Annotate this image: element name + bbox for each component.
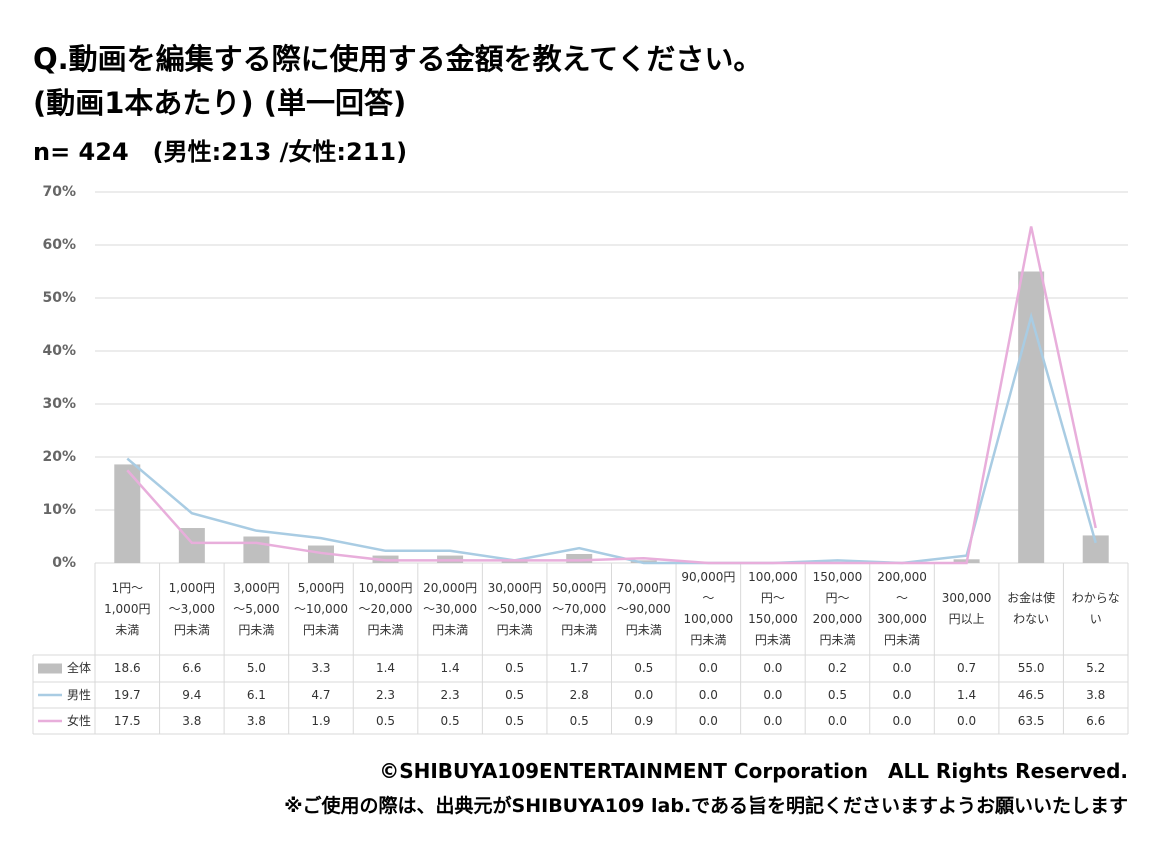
table-value: 0.5 (634, 661, 654, 675)
y-tick-label: 40% (42, 343, 76, 359)
table-value: 17.5 (113, 713, 141, 728)
category-label: 3,000円 ～5,000 円未満 (233, 580, 280, 637)
table-value: 2.8 (569, 687, 589, 702)
table-value: 5.2 (1086, 661, 1106, 675)
category-label: 20,000円 ～30,000 円未満 (423, 580, 478, 637)
table-value: 46.5 (1017, 687, 1045, 702)
legend-label: 女性 (66, 713, 91, 728)
y-tick-label: 10% (42, 502, 76, 518)
category-label: 200,000 ～ 300,000 円未満 (877, 570, 927, 647)
table-value: 0.9 (634, 713, 654, 728)
table-value: 0.0 (698, 687, 718, 702)
table-value: 0.0 (698, 661, 718, 675)
legend-swatch (38, 663, 62, 674)
table-value: 9.4 (182, 687, 202, 702)
disclaimer: ※ご使用の際は、出典元がSHIBUYA109 lab.である旨を明記くださいます… (284, 795, 1128, 817)
table-value: 6.6 (1086, 713, 1106, 728)
table-value: 0.2 (827, 661, 848, 675)
category-label: 90,000円 ～ 100,000 円未満 (681, 570, 736, 647)
legend-label: 全体 (66, 661, 91, 675)
table-value: 6.6 (182, 661, 202, 675)
copyright: ©SHIBUYA109ENTERTAINMENT Corporation ALL… (379, 759, 1128, 783)
table-value: 0.5 (569, 713, 589, 728)
category-label: 5,000円 ～10,000 円未満 (293, 580, 348, 637)
bar (630, 560, 657, 563)
table-value: 6.1 (246, 687, 266, 702)
table-value: 5.0 (246, 661, 266, 675)
table-value: 3.8 (182, 713, 202, 728)
category-label: お金は使 わない (1007, 591, 1056, 626)
table-value: 0.0 (892, 687, 912, 702)
line (126, 226, 1097, 565)
bar (243, 536, 270, 563)
table-value: 1.4 (957, 687, 977, 702)
table-value: 0.5 (505, 661, 525, 675)
table-value: 0.5 (505, 687, 525, 702)
table-value: 0.0 (957, 713, 977, 728)
table-value: 0.0 (763, 661, 783, 675)
bar (307, 545, 334, 563)
table-value: 1.4 (375, 661, 396, 675)
line (126, 311, 1097, 565)
category-label: 150,000 円～ 200,000 円未満 (812, 570, 863, 647)
category-label: 50,000円 ～70,000 円未満 (552, 580, 607, 637)
table-value: 0.0 (763, 687, 783, 702)
y-tick-label: 0% (52, 555, 76, 571)
table-value: 2.3 (440, 687, 460, 702)
table-value: 0.0 (827, 713, 848, 728)
table-value: 55.0 (1017, 661, 1045, 675)
table-value: 0.0 (892, 661, 912, 675)
sample-note: n= 424 (男性:213 /女性:211) (33, 138, 408, 166)
category-label: 10,000円 ～20,000 円未満 (358, 580, 413, 637)
table-value: 18.6 (113, 661, 141, 675)
table-value: 0.0 (763, 713, 783, 728)
y-tick-label: 20% (42, 449, 76, 465)
table-value: 2.3 (375, 687, 396, 702)
table-value: 19.7 (113, 687, 141, 702)
table-value: 3.8 (1086, 687, 1106, 702)
table-value: 0.0 (698, 713, 718, 728)
category-label: 100,000 円～ 150,000 円未満 (748, 570, 798, 647)
table-value: 3.3 (311, 661, 331, 675)
table-value: 0.7 (957, 661, 977, 675)
table-value: 4.7 (311, 687, 331, 702)
table-value: 1.4 (440, 661, 460, 675)
y-tick-label: 50% (42, 290, 76, 306)
table-value: 1.7 (569, 661, 589, 675)
subtitle: (動画1本あたり) (単一回答) (33, 86, 407, 120)
table-value: 0.5 (375, 713, 396, 728)
category-label: わからな い (1071, 591, 1120, 626)
y-tick-label: 70% (42, 184, 76, 200)
table-value: 3.8 (246, 713, 266, 728)
category-label: 1,000円 ～3,000 円未満 (168, 580, 216, 637)
table-value: 63.5 (1017, 713, 1045, 728)
table-value: 0.0 (634, 687, 654, 702)
table-value: 0.5 (827, 687, 848, 702)
y-tick-label: 30% (42, 396, 76, 412)
table-value: 0.5 (440, 713, 460, 728)
category-label: 1円～ 1,000円 未満 (104, 580, 151, 637)
category-label: 70,000円 ～90,000 円未満 (616, 580, 671, 637)
y-tick-label: 60% (42, 237, 76, 253)
category-label: 30,000円 ～50,000 円未満 (487, 580, 542, 637)
table-value: 0.5 (505, 713, 525, 728)
legend-label: 男性 (66, 687, 91, 702)
table-value: 1.9 (311, 713, 331, 728)
table-value: 0.0 (892, 713, 912, 728)
title: Q.動画を編集する際に使用する金額を教えてください。 (33, 42, 763, 76)
bar (566, 553, 593, 563)
category-label: 300,000 円以上 (941, 591, 992, 626)
bar (501, 560, 528, 563)
